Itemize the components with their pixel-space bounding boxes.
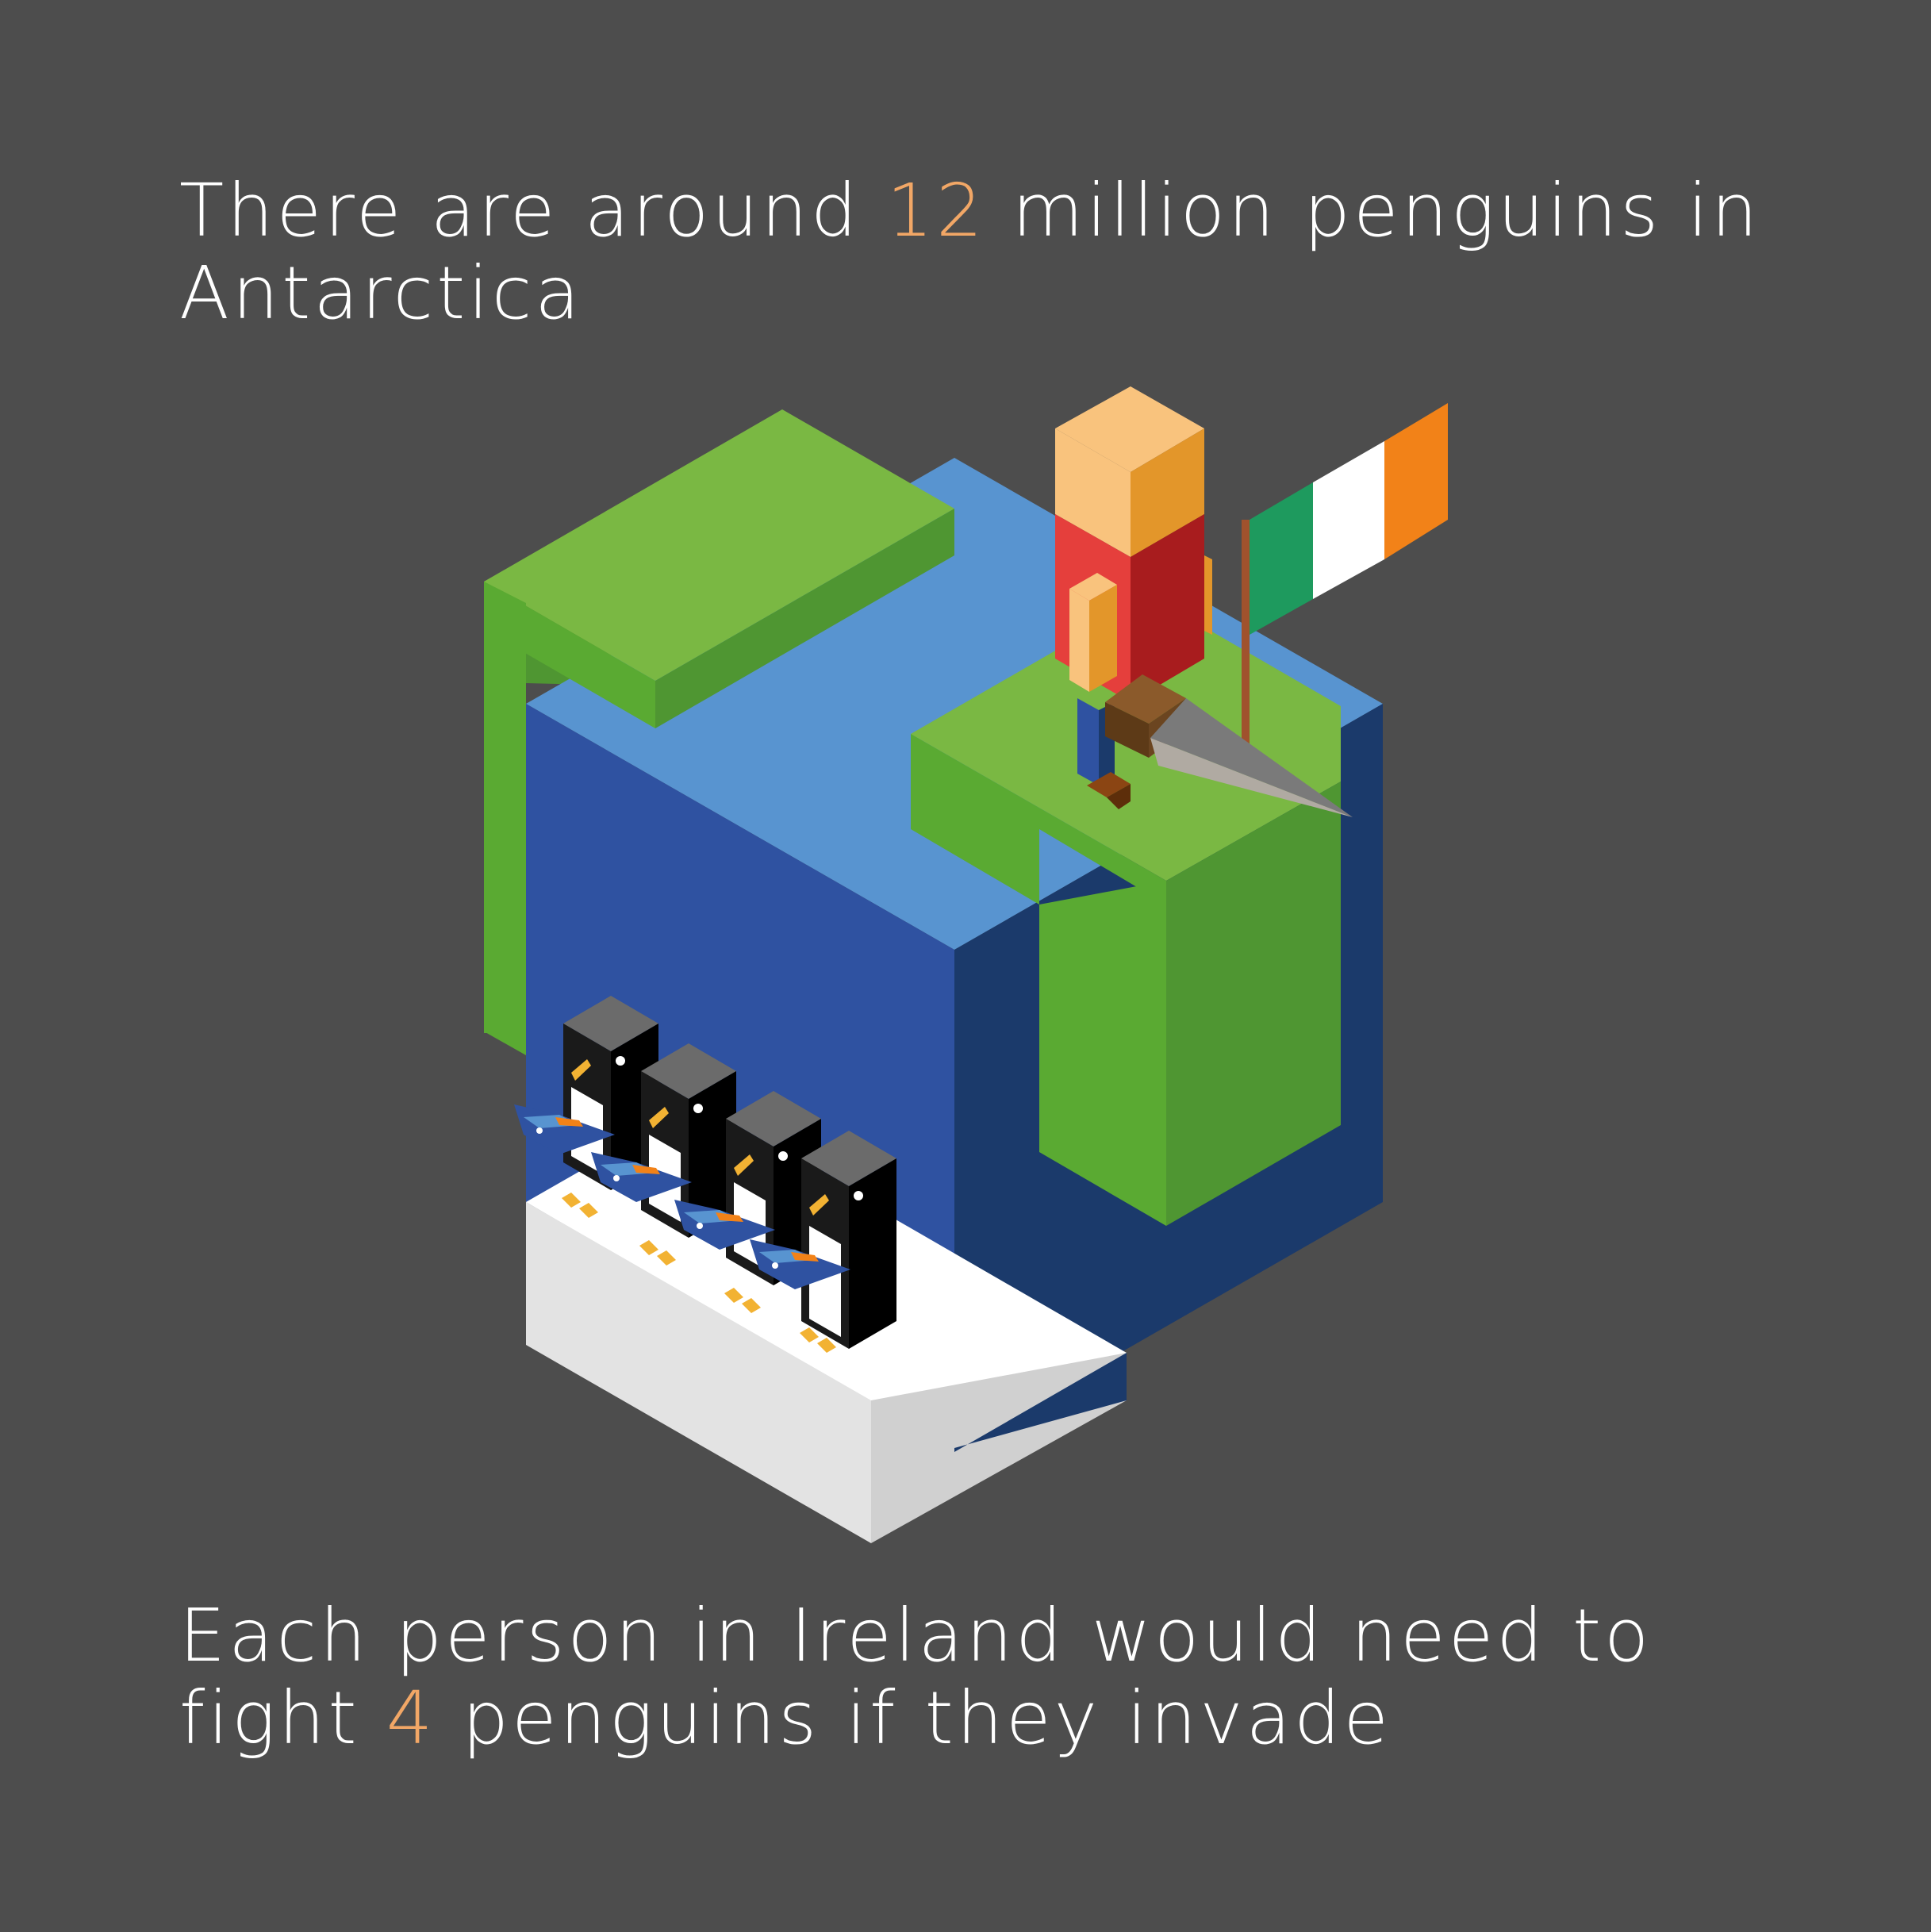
headline-top: There are around 12 million penguins in … [179, 170, 1806, 335]
penguins-per-person: 4 [386, 1676, 436, 1761]
fish-icon [591, 1152, 692, 1202]
soldier-icon [1055, 386, 1212, 809]
grass-slab-top-left [484, 409, 954, 1055]
headline-top-suffix: million penguins in Antarctica [179, 168, 1761, 336]
fish-icon [750, 1239, 850, 1289]
penguin-count: 12 [886, 168, 986, 253]
ireland-flag-icon [1242, 403, 1448, 750]
fish-icon [674, 1200, 775, 1250]
fish-icon [514, 1104, 615, 1154]
headline-bottom-prefix: Each person in Ireland would need to fig… [179, 1593, 1653, 1761]
headline-top-prefix: There are around [179, 168, 887, 253]
headline-bottom: Each person in Ireland would need to fig… [179, 1595, 1806, 1760]
penguin-icon [800, 1131, 896, 1353]
penguin-icon [562, 996, 658, 1218]
spear-icon [1105, 674, 1353, 817]
headline-bottom-suffix: penguins if they invade [436, 1676, 1392, 1761]
